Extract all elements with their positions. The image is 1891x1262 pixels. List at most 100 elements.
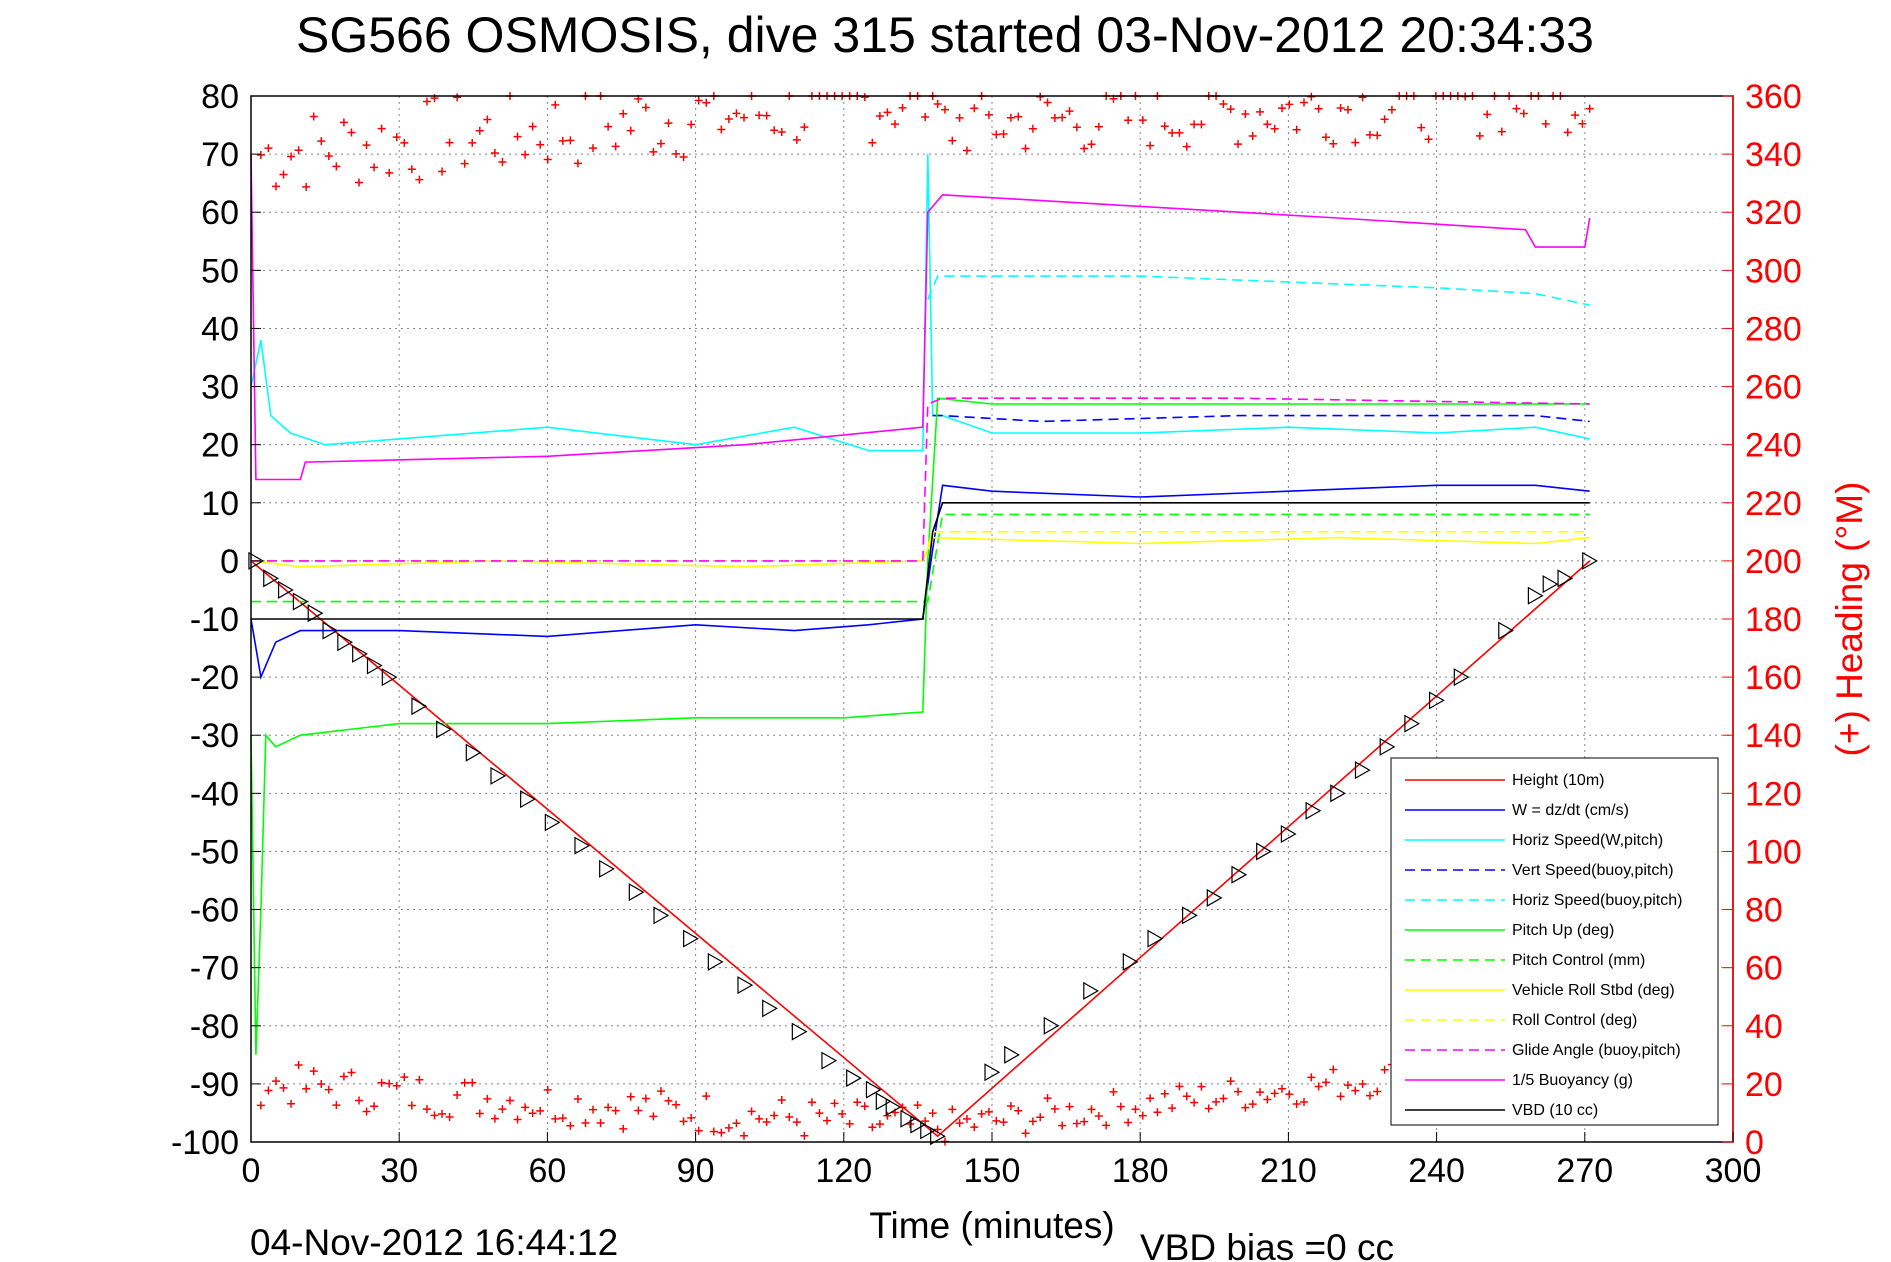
heading-point (1138, 116, 1147, 125)
heading-point (362, 1107, 371, 1116)
heading-point (755, 1114, 764, 1123)
heading-point (1109, 1087, 1118, 1096)
heading-point (415, 1075, 424, 1084)
heading-point (407, 1101, 416, 1110)
heading-point (1087, 1105, 1096, 1114)
heading-point (940, 105, 949, 114)
heading-point (589, 1105, 598, 1114)
heading-point (890, 120, 899, 129)
heading-point (619, 109, 628, 118)
y-tick-label: -50 (190, 833, 239, 871)
heading-point (717, 1128, 726, 1137)
x-tick-label: 30 (380, 1152, 418, 1190)
legend-label: Pitch Control (mm) (1512, 952, 1645, 969)
heading-point (573, 159, 582, 168)
heading-point (385, 1079, 394, 1088)
heading-point (1080, 144, 1089, 153)
y2-tick-label: 260 (1745, 369, 1802, 407)
heading-point (309, 1067, 318, 1076)
y-tick-label: 0 (220, 543, 239, 581)
heading-point (460, 159, 469, 168)
dive-marker (821, 1051, 838, 1070)
heading-point (1292, 1099, 1301, 1108)
x-tick-label: 210 (1260, 1152, 1317, 1190)
heading-point (1417, 123, 1426, 132)
heading-point (1094, 122, 1103, 131)
dive-marker (1122, 952, 1139, 971)
y-tick-label: -100 (171, 1124, 239, 1162)
heading-point (785, 1112, 794, 1121)
heading-point (838, 1109, 847, 1118)
heading-point (664, 119, 673, 128)
legend-label: Horiz Speed(W,pitch) (1512, 832, 1663, 849)
heading-point (1358, 1079, 1367, 1088)
heading-point (860, 1102, 869, 1111)
heading-point (1058, 1121, 1067, 1130)
y-tick-label: 50 (201, 252, 239, 290)
heading-point (1168, 1104, 1177, 1113)
heading-point (1234, 1087, 1243, 1096)
heading-point (1168, 128, 1177, 137)
heading-point (672, 149, 681, 158)
heading-point (1300, 98, 1308, 107)
dive-marker (1182, 906, 1198, 925)
heading-point (1226, 105, 1235, 114)
heading-point (1585, 104, 1594, 113)
heading-point (1373, 1087, 1382, 1096)
heading-point (1365, 1091, 1374, 1100)
heading-point (992, 1116, 1001, 1125)
heading-point (377, 124, 386, 133)
heading-point (287, 1099, 296, 1108)
heading-point (933, 99, 942, 108)
heading-point (362, 141, 371, 150)
heading-point (347, 128, 356, 137)
legend-box (1390, 757, 1719, 1126)
series-line (250, 397, 1590, 1055)
chart-title: SG566 OSMOSIS, dive 315 started 03-Nov-2… (296, 7, 1594, 63)
y-tick-label: -30 (190, 717, 239, 755)
heading-point (641, 103, 650, 112)
heading-point (984, 110, 993, 119)
heading-point (977, 1109, 986, 1118)
heading-point (422, 97, 431, 106)
heading-point (1021, 144, 1030, 153)
footer-vbd-bias: VBD bias =0 cc (1140, 1227, 1394, 1262)
heading-point (264, 1086, 273, 1095)
dive-marker (910, 1115, 927, 1134)
heading-point (1365, 130, 1374, 139)
heading-point (1006, 113, 1015, 122)
heading-point (543, 155, 552, 164)
heading-point (339, 118, 348, 127)
heading-point (1204, 1104, 1213, 1113)
heading-point (400, 1073, 409, 1082)
heading-point (672, 1100, 681, 1109)
dive-marker (248, 551, 265, 570)
dive-marker (885, 1098, 902, 1117)
x-ticks: 0 30 60 90 120 150 180 210 240 270 300 (242, 1132, 1761, 1190)
heading-point (1329, 139, 1338, 148)
heading-point (377, 1078, 386, 1087)
legend-label: Pitch Up (deg) (1512, 922, 1614, 939)
heading-point (1380, 115, 1389, 124)
heading-point (792, 135, 801, 144)
series-line (251, 397, 1590, 562)
heading-point (664, 1096, 673, 1105)
heading-point (271, 1077, 280, 1086)
heading-point (1226, 1077, 1235, 1086)
x-tick-label: 180 (1112, 1152, 1169, 1190)
dive-marker (1231, 865, 1248, 884)
heading-point (853, 1098, 862, 1107)
heading-point (573, 1095, 582, 1104)
dive-marker (846, 1069, 862, 1088)
y-tick-label: 80 (201, 78, 239, 116)
dive-marker (1557, 569, 1574, 588)
heading-point (1050, 113, 1059, 122)
heading-point (332, 162, 341, 171)
heading-point (392, 133, 401, 142)
heading-point (999, 1118, 1008, 1127)
heading-point (1036, 92, 1045, 101)
heading-point (1219, 100, 1228, 109)
heading-point (438, 1109, 447, 1118)
y2-tick-label: 300 (1745, 252, 1802, 290)
